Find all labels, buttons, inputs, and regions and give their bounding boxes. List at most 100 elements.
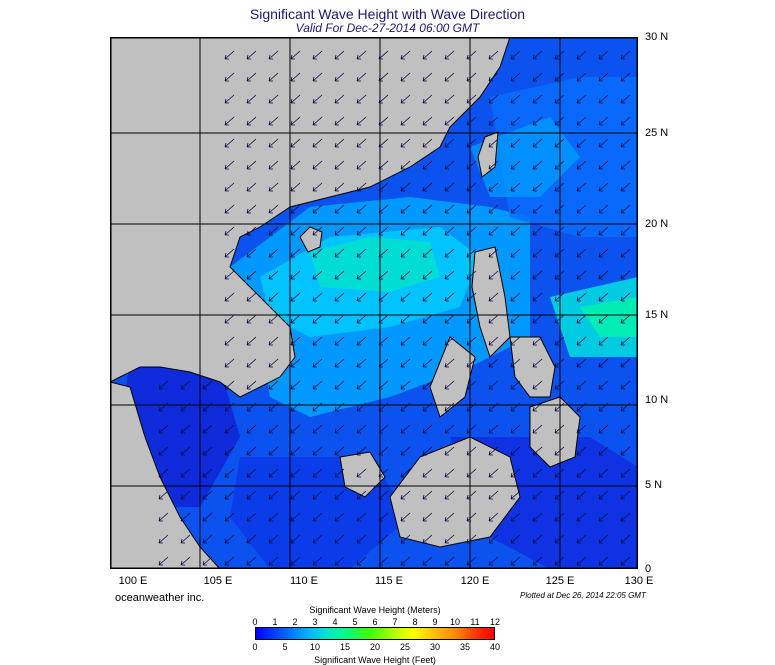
wave-arrow (400, 446, 411, 456)
wave-arrow (180, 490, 191, 500)
wave-arrow (488, 138, 499, 148)
wave-arrow (554, 380, 565, 390)
wave-arrow (290, 556, 301, 566)
wave-arrow (576, 248, 587, 258)
wave-arrow (620, 358, 631, 368)
wave-arrow (180, 424, 191, 434)
wave-arrow (268, 358, 279, 368)
wave-arrow (576, 512, 587, 522)
wave-arrow (620, 490, 631, 500)
wave-arrow (444, 160, 455, 170)
wave-arrow (356, 72, 367, 82)
wave-arrow (378, 138, 389, 148)
wave-arrow (554, 226, 565, 236)
wave-arrow (532, 226, 543, 236)
wave-arrow (312, 380, 323, 390)
wave-arrow (444, 336, 455, 346)
wave-arrow (334, 534, 345, 544)
wave-arrow (224, 204, 235, 214)
wave-arrow (510, 336, 521, 346)
wave-arrow (246, 358, 257, 368)
wave-arrow (422, 72, 433, 82)
colorbar-meter-tick: 11 (470, 617, 480, 627)
wave-arrow (400, 402, 411, 412)
wave-arrow (400, 182, 411, 192)
credit-text: oceanweather inc. (115, 592, 205, 604)
wave-arrow (224, 50, 235, 60)
wave-arrow (620, 116, 631, 126)
wave-arrow (554, 50, 565, 60)
wave-arrow (466, 94, 477, 104)
wave-arrow (312, 50, 323, 60)
wave-arrow (422, 468, 433, 478)
wave-arrow (290, 446, 301, 456)
wave-arrow (488, 292, 499, 302)
wave-arrow (598, 94, 609, 104)
wave-arrow (510, 248, 521, 258)
wave-arrow (444, 50, 455, 60)
wave-arrow (422, 138, 433, 148)
wave-arrow (224, 72, 235, 82)
colorbar-feet-tick: 20 (369, 642, 380, 652)
wave-arrow (444, 468, 455, 478)
wave-arrow (356, 556, 367, 566)
wave-arrow (576, 72, 587, 82)
wave-arrow (576, 336, 587, 346)
wave-arrow (246, 556, 257, 566)
wave-arrow (576, 534, 587, 544)
wave-arrow (576, 556, 587, 566)
wave-arrow (400, 160, 411, 170)
wave-arrow (466, 358, 477, 368)
wave-arrow (268, 446, 279, 456)
wave-arrow (488, 248, 499, 258)
wave-arrow (224, 270, 235, 280)
wave-arrow (532, 248, 543, 258)
wave-arrow (598, 116, 609, 126)
lon-label-100e: 100 E (118, 575, 148, 587)
wave-arrow (598, 160, 609, 170)
wave-arrow (598, 292, 609, 302)
colorbar-meter-tick: 12 (489, 617, 500, 627)
wave-arrow (356, 358, 367, 368)
wave-arrow (224, 248, 235, 258)
wave-arrow (488, 270, 499, 280)
wave-arrow (444, 270, 455, 280)
wave-arrow (510, 160, 521, 170)
wave-arrow (576, 424, 587, 434)
map-subtitle: Valid For Dec-27-2014 06:00 GMT (295, 21, 480, 35)
colorbar-meter-tick: 1 (272, 617, 278, 627)
wave-arrow (576, 116, 587, 126)
wave-arrow (290, 534, 301, 544)
wave-arrow (290, 424, 301, 434)
wave-arrow (576, 490, 587, 500)
lon-label-110e: 110 E (290, 575, 318, 587)
wave-arrow (180, 468, 191, 478)
wave-arrow (268, 556, 279, 566)
wave-arrow (510, 204, 521, 214)
wave-arrow (466, 402, 477, 412)
wave-arrow (180, 556, 191, 566)
wave-arrow (598, 556, 609, 566)
wave-arrow (268, 270, 279, 280)
wave-arrow (598, 490, 609, 500)
wave-arrow (444, 424, 455, 434)
wave-arrow (334, 490, 345, 500)
wave-arrow (246, 94, 257, 104)
wave-arrow (620, 204, 631, 214)
wave-arrow (510, 314, 521, 324)
wave-arrow (620, 160, 631, 170)
wave-arrow (268, 94, 279, 104)
wave-arrow (290, 226, 301, 236)
wave-arrow (246, 138, 257, 148)
wave-arrow (554, 468, 565, 478)
wave-arrow (356, 336, 367, 346)
wave-arrow (290, 72, 301, 82)
wave-arrow (620, 226, 631, 236)
wave-arrow (510, 534, 521, 544)
wave-arrow (378, 446, 389, 456)
wave-arrow (246, 248, 257, 258)
wave-arrow (532, 556, 543, 566)
wave-arrow (532, 358, 543, 368)
wave-arrow (554, 512, 565, 522)
wave-arrow (224, 380, 235, 390)
